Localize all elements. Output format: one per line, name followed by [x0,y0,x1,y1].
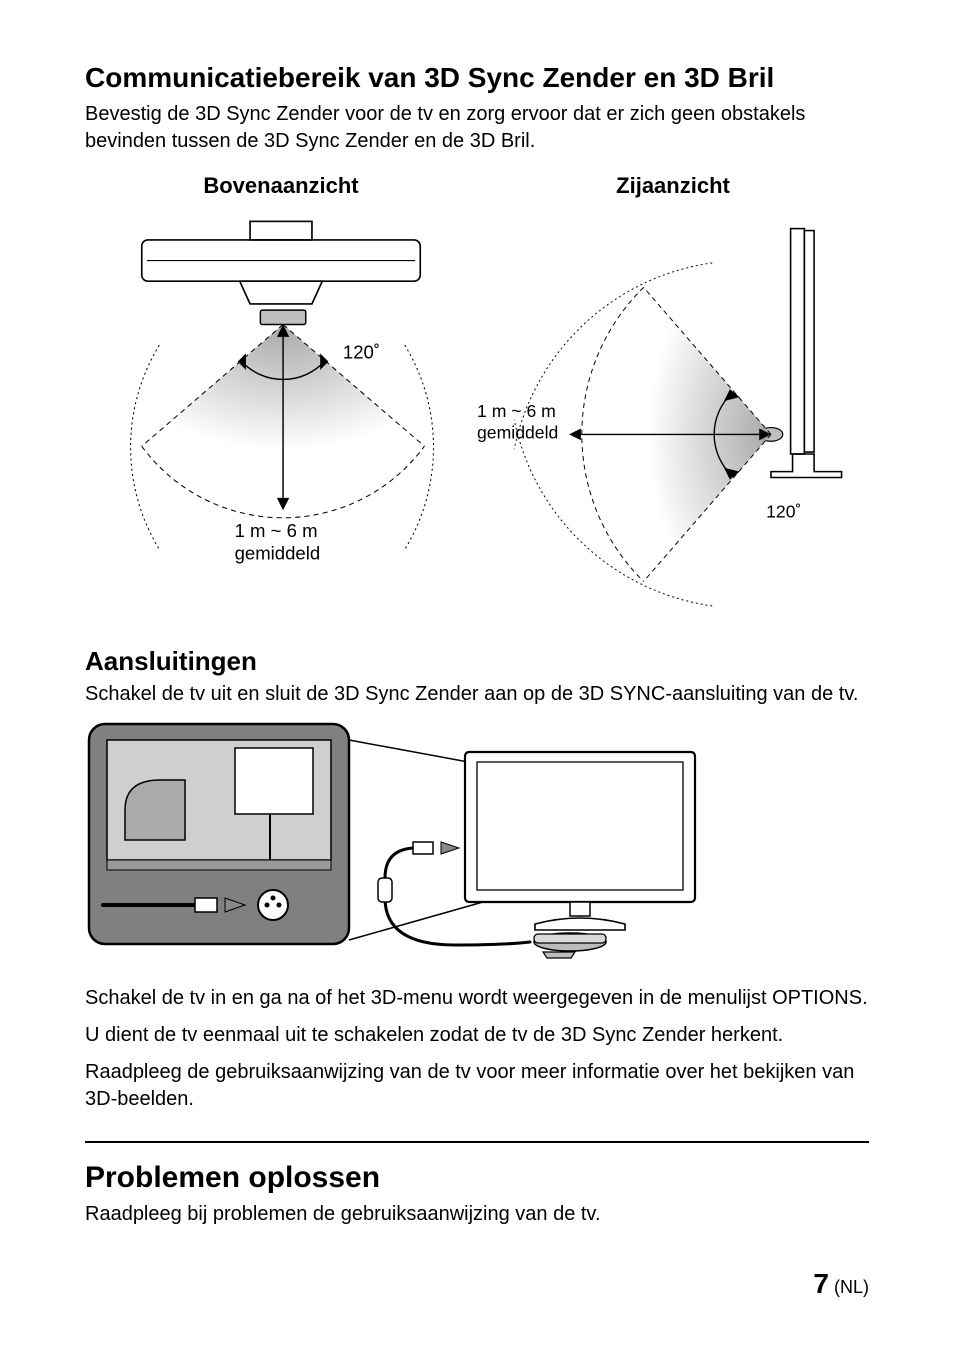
section2-p2: U dient de tv eenmaal uit te schakelen z… [85,1022,869,1049]
distance-side-l2: gemiddeld [477,422,558,442]
views-row: Bovenaanzicht [85,173,869,616]
side-view-label: Zijaanzicht [616,173,730,199]
distance-top-l1: 1 m ~ 6 m [235,520,318,541]
section2-title: Aansluitingen [85,646,869,677]
top-view-label: Bovenaanzicht [203,173,358,199]
section2-p3: Raadpleeg de gebruiksaanwijzing van de t… [85,1059,869,1113]
connection-diagram [85,720,869,965]
angle-text-side: 120˚ [766,502,801,522]
top-view-column: Bovenaanzicht [85,173,477,616]
section1-title: Communicatiebereik van 3D Sync Zender en… [85,60,869,95]
page-locale: (NL) [834,1277,869,1297]
page-footer: 7 (NL) [85,1268,869,1300]
section1-intro: Bevestig de 3D Sync Zender voor de tv en… [85,101,869,155]
distance-top-l2: gemiddeld [235,543,321,564]
section3-body: Raadpleeg bij problemen de gebruiksaanwi… [85,1201,869,1228]
side-view-column: Zijaanzicht [477,173,869,616]
section3-title: Problemen oplossen [85,1141,869,1195]
side-view-diagram: 1 m ~ 6 m gemiddeld 120˚ [477,209,869,616]
angle-text-top: 120˚ [343,342,380,363]
page-number: 7 [813,1268,829,1299]
section2-intro: Schakel de tv uit en sluit de 3D Sync Ze… [85,681,869,708]
distance-side-l1: 1 m ~ 6 m [477,401,556,421]
top-view-diagram: 120˚ 1 m ~ 6 m gemiddeld [85,209,477,585]
section2-p1: Schakel de tv in en ga na of het 3D-menu… [85,985,869,1012]
